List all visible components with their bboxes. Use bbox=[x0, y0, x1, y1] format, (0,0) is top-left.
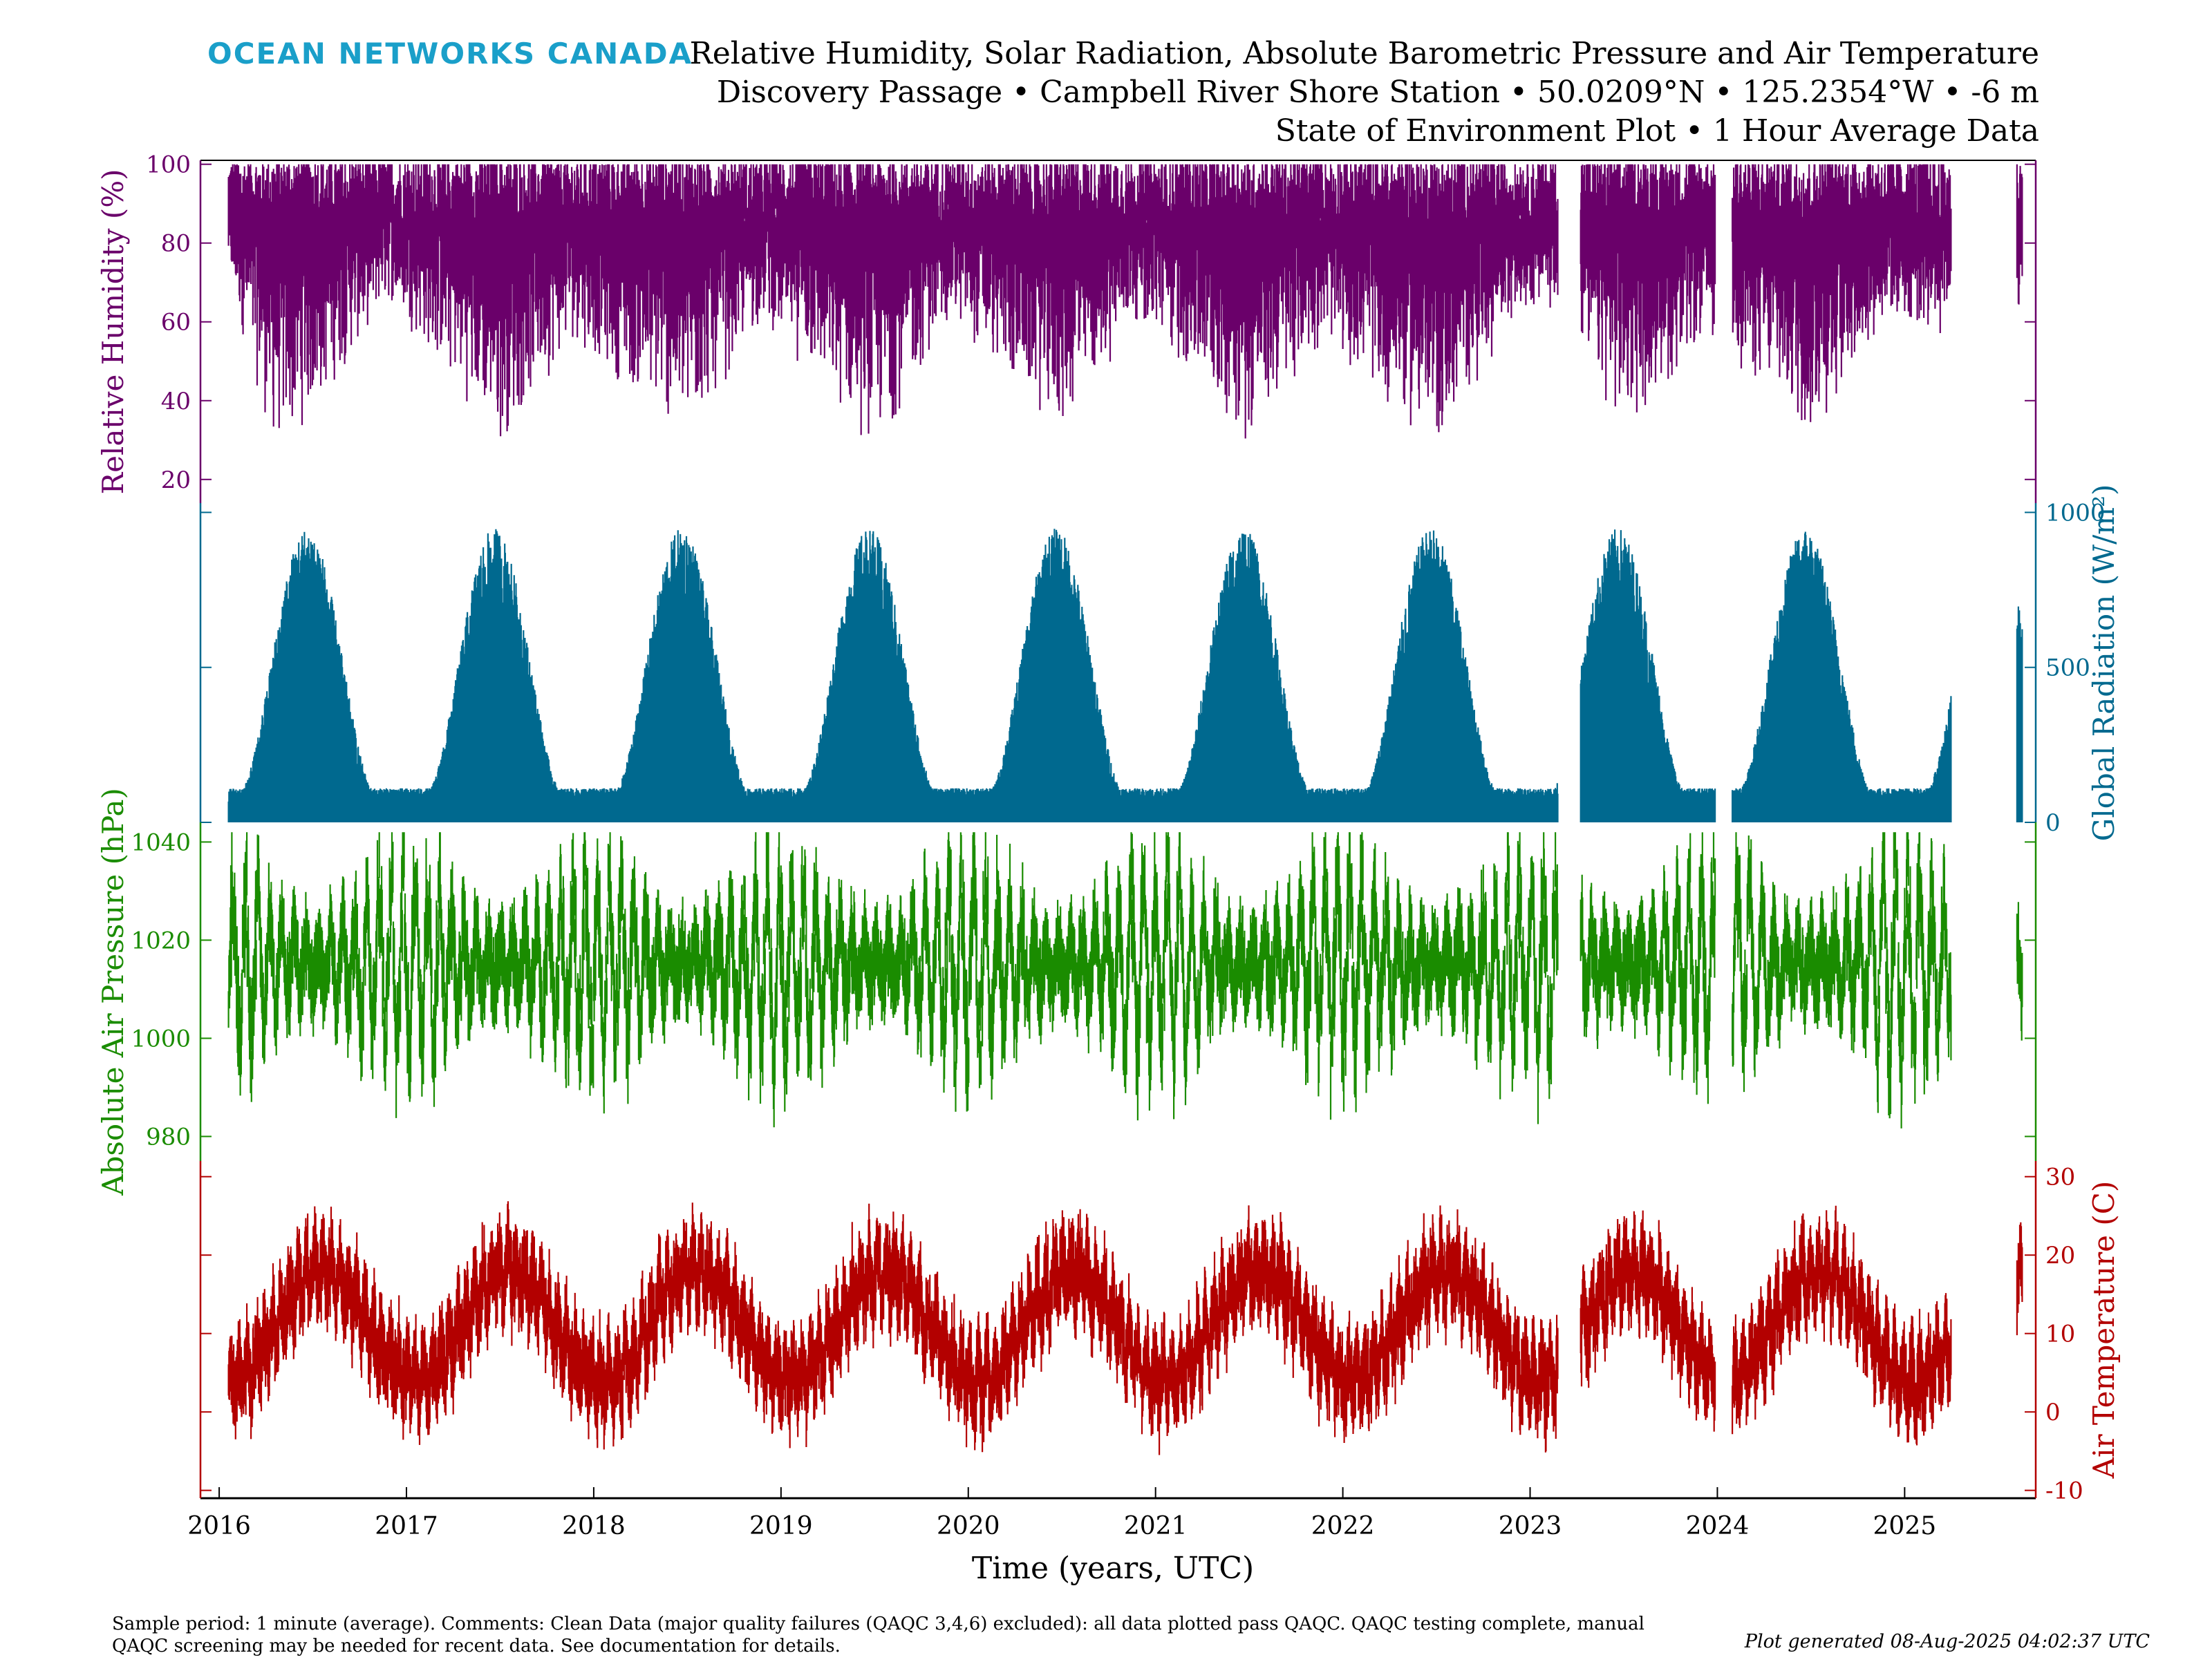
x-tick-label: 2017 bbox=[375, 1512, 438, 1540]
radiation-tick-label: 500 bbox=[2045, 654, 2090, 682]
data-layer bbox=[227, 164, 2023, 1455]
humidity-tick-label: 80 bbox=[161, 230, 191, 258]
temperature-tick-label: 10 bbox=[2045, 1321, 2075, 1348]
radiation-tick-label: 1000 bbox=[2045, 499, 2106, 527]
footer-generated-stamp: Plot generated 08-Aug-2025 04:02:37 UTC bbox=[1744, 1631, 2150, 1652]
radiation-series-line bbox=[227, 529, 2023, 822]
title-line-2: Discovery Passage • Campbell River Shore… bbox=[717, 75, 2039, 110]
x-tick-label: 2018 bbox=[562, 1512, 626, 1540]
x-axis-label: Time (years, UTC) bbox=[972, 1551, 1254, 1586]
brand-logo-text: OCEAN NETWORKS CANADA bbox=[207, 37, 693, 70]
pressure-axis-label: Absolute Air Pressure (hPa) bbox=[96, 788, 130, 1196]
footer-note-line-2: QAQC screening may be needed for recent … bbox=[112, 1636, 841, 1656]
humidity-tick-label: 40 bbox=[161, 388, 191, 415]
x-tick-label: 2020 bbox=[937, 1512, 1000, 1540]
pressure-tick-label: 980 bbox=[146, 1123, 191, 1151]
humidity-tick-label: 60 bbox=[161, 309, 191, 337]
axes-layer bbox=[199, 160, 2037, 1500]
temperature-tick-label: 30 bbox=[2045, 1164, 2075, 1191]
radiation-axis-label: Global Radiation (W/m²) bbox=[2087, 484, 2121, 842]
footer-note-line-1: Sample period: 1 minute (average). Comme… bbox=[112, 1614, 1644, 1634]
temperature-axis-label: Air Temperature (C) bbox=[2087, 1181, 2121, 1480]
temperature-series-line bbox=[227, 1201, 2023, 1455]
text-layer: OCEAN NETWORKS CANADA Relative Humidity,… bbox=[96, 36, 2150, 1656]
title-line-3: State of Environment Plot • 1 Hour Avera… bbox=[1275, 113, 2039, 149]
humidity-series-line bbox=[227, 164, 2023, 439]
humidity-tick-label: 20 bbox=[161, 466, 191, 494]
humidity-tick-label: 100 bbox=[146, 151, 191, 179]
temperature-tick-label: -10 bbox=[2045, 1477, 2083, 1505]
x-tick-label: 2025 bbox=[1873, 1512, 1937, 1540]
humidity-axis-label: Relative Humidity (%) bbox=[96, 169, 130, 494]
radiation-tick-label: 0 bbox=[2045, 809, 2061, 837]
x-tick-label: 2021 bbox=[1124, 1512, 1188, 1540]
pressure-series-line bbox=[227, 832, 2023, 1129]
temperature-tick-label: 20 bbox=[2045, 1242, 2075, 1269]
title-line-1: Relative Humidity, Solar Radiation, Abso… bbox=[690, 36, 2039, 71]
x-tick-label: 2022 bbox=[1311, 1512, 1375, 1540]
x-tick-label: 2024 bbox=[1686, 1512, 1750, 1540]
pressure-tick-label: 1020 bbox=[131, 927, 191, 954]
x-tick-label: 2023 bbox=[1499, 1512, 1562, 1540]
x-tick-label: 2019 bbox=[749, 1512, 813, 1540]
temperature-tick-label: 0 bbox=[2045, 1399, 2061, 1426]
pressure-tick-label: 1040 bbox=[131, 829, 191, 856]
pressure-tick-label: 1000 bbox=[131, 1025, 191, 1052]
x-tick-label: 2016 bbox=[187, 1512, 251, 1540]
